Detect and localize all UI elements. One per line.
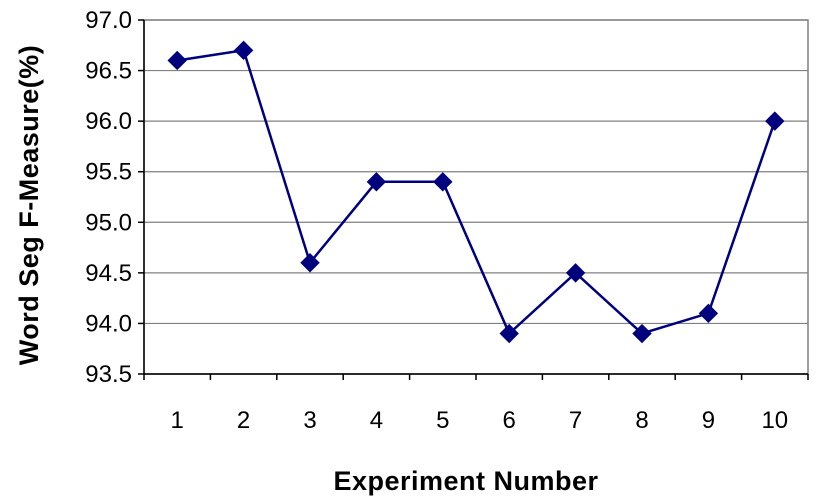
series-line: [177, 48, 776, 336]
x-tick-label: 2: [237, 407, 250, 434]
y-tick-label: 96.5: [85, 58, 132, 85]
x-axis: 1 2 3 4 5 6 7 8 9 10: [143, 373, 809, 434]
data-point-marker: [300, 253, 320, 273]
data-point-marker: [765, 111, 785, 131]
data-point-marker: [499, 323, 519, 344]
x-axis-title: Experiment Number: [333, 466, 598, 496]
data-point-marker: [632, 323, 652, 344]
gridlines: [144, 19, 808, 375]
data-point-marker: [433, 172, 453, 192]
x-tick-label: 1: [171, 407, 184, 434]
x-tick-label: 6: [503, 407, 516, 434]
y-tick-label: 97.0: [85, 7, 132, 34]
x-tick-label: 4: [370, 407, 383, 434]
x-tick-label: 10: [761, 407, 788, 434]
y-tick-label: 94.0: [85, 310, 132, 337]
series-markers: [167, 40, 785, 344]
x-tick-label: 7: [569, 407, 582, 434]
y-tick-label: 94.5: [85, 260, 132, 287]
x-tick-label: 3: [303, 407, 316, 434]
x-tick-label: 5: [436, 407, 449, 434]
y-tick-label: 96.0: [85, 108, 132, 135]
y-tick-label: 95.5: [85, 159, 132, 186]
y-axis-title: Word Seg F-Measure(%): [14, 45, 44, 366]
data-point-marker: [366, 172, 387, 192]
data-point-marker: [233, 40, 254, 61]
y-tick-label: 93.5: [85, 361, 132, 388]
y-tick-label: 95.0: [85, 209, 132, 236]
data-point-marker: [565, 263, 586, 283]
y-axis: 93.5 94.0 94.5 95.0 95.5 96.0 96.5 97.0: [85, 7, 145, 388]
x-tick-label: 9: [702, 407, 715, 434]
data-point-marker: [698, 303, 719, 324]
x-tick-label: 8: [635, 407, 648, 434]
data-point-marker: [167, 50, 187, 71]
